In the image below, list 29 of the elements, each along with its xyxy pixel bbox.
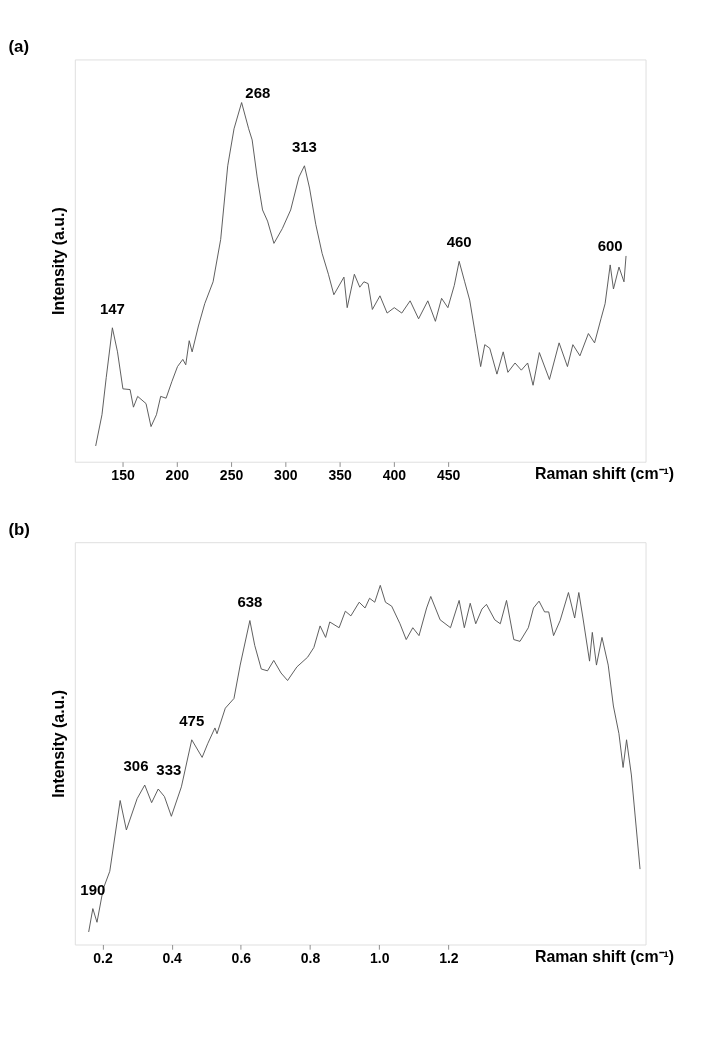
x-tick-label: 0.4: [162, 949, 183, 966]
annotation: 147: [99, 299, 125, 317]
x-tick-label: 450: [436, 467, 461, 484]
y-axis-title: Intensity (a.u.): [50, 207, 68, 315]
chart-title: (a): [8, 36, 29, 56]
x-tick-label: 1.2: [439, 949, 459, 966]
x-tick-label: 350: [328, 467, 352, 484]
annotation: 190: [80, 880, 106, 898]
x-tick-label: 0.2: [93, 949, 113, 966]
y-axis-title: Intensity (a.u.): [50, 690, 68, 798]
x-tick-label: 400: [382, 467, 407, 484]
annotation: 638: [237, 592, 263, 610]
x-tick-label: 300: [274, 467, 298, 484]
x-tick-label: 0.6: [231, 949, 252, 966]
x-tick-label: 150: [111, 467, 135, 484]
x-axis-title: Raman shift (cm⁻¹): [534, 947, 675, 965]
x-tick-label: 0.8: [300, 949, 321, 966]
x-tick-label: 250: [219, 467, 244, 484]
annotation: 600: [597, 236, 623, 254]
annotation: 460: [446, 233, 472, 251]
x-tick-label: 200: [165, 467, 190, 484]
x-tick-label: 1.0: [369, 949, 390, 966]
chart-title: (b): [8, 519, 30, 539]
annotation: 475: [179, 711, 205, 729]
annotation: 333: [156, 760, 182, 778]
annotation: 313: [291, 137, 317, 155]
annotation: 268: [245, 83, 271, 101]
annotation: 306: [123, 757, 149, 775]
x-axis-title: Raman shift (cm⁻¹): [534, 465, 675, 483]
